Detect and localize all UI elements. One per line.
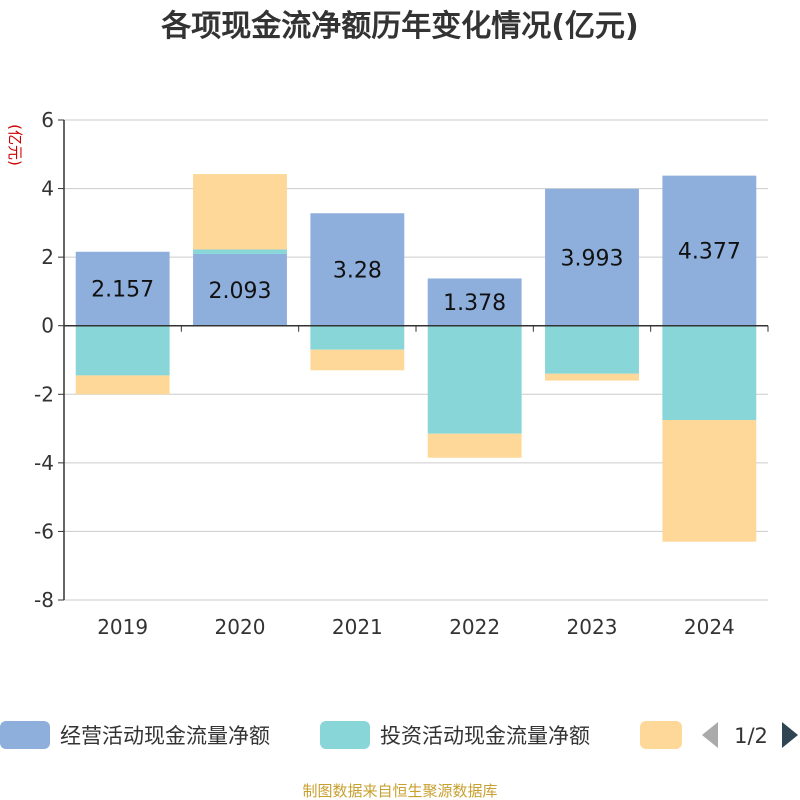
legend-next-arrow-icon[interactable] [782, 722, 798, 748]
x-tick-label: 2024 [684, 615, 735, 639]
bar-3-2021 [310, 349, 405, 371]
bar-1-2020 [193, 253, 287, 326]
data-label: 2.157 [91, 278, 154, 303]
y-tick-label: -2 [34, 382, 54, 406]
legend-label-investing: 投资活动现金流量净额 [380, 724, 590, 748]
legend-swatch-operating [0, 721, 50, 749]
bar-1-2023 [545, 188, 639, 326]
x-tick-labels: 2019 2020 2021 2022 2023 2024 [97, 615, 735, 639]
x-tick-label: 2019 [97, 615, 148, 639]
bar-2-2024 [662, 325, 757, 420]
y-tick-label: 4 [41, 177, 54, 201]
legend-swatch-third [640, 721, 682, 749]
x-tick-label: 2020 [215, 615, 266, 639]
bar-3-2024 [662, 420, 757, 542]
y-tick-label: -6 [34, 519, 54, 543]
legend-label-operating: 经营活动现金流量净额 [60, 724, 270, 748]
axes [63, 120, 769, 600]
bar-3-2023 [545, 373, 639, 381]
y-tick-label: -4 [34, 451, 54, 475]
x-tick-label: 2023 [567, 615, 618, 639]
y-tick-labels: 6 4 2 0 -2 -4 -6 -8 [34, 108, 54, 612]
y-tick-label: 6 [41, 108, 54, 132]
bar-1-2021 [310, 213, 405, 326]
y-tick-label: 2 [41, 245, 54, 269]
legend-swatch-investing [320, 721, 370, 749]
y-axis-label: (亿元) [6, 124, 24, 166]
legend-page-indicator: 1/2 [734, 724, 768, 748]
x-tick-label: 2021 [332, 615, 383, 639]
bar-2-2019 [75, 325, 170, 376]
bar-3-2022 [427, 433, 522, 458]
bar-2-2021 [310, 325, 405, 350]
data-label: 1.378 [443, 291, 506, 316]
data-label: 3.993 [561, 246, 624, 271]
bar-2-2022 [427, 325, 522, 434]
bar-marks [75, 174, 757, 542]
data-labels: 2.157 2.093 3.28 1.378 3.993 4.377 [91, 240, 741, 316]
x-tick-label: 2022 [449, 615, 500, 639]
data-label: 2.093 [209, 279, 272, 304]
bar-3-2019 [75, 375, 170, 395]
bar-2-2020 [193, 249, 287, 254]
bar-1-2019 [75, 251, 170, 326]
bar-2-2023 [545, 325, 639, 374]
source-note: 制图数据来自恒生聚源数据库 [302, 782, 497, 800]
y-tick-label: 0 [41, 314, 54, 338]
bar-1-2024 [662, 175, 757, 326]
bar-1-2022 [427, 278, 522, 326]
data-label: 3.28 [333, 258, 382, 283]
legend-prev-arrow-icon[interactable] [702, 722, 718, 748]
y-tick-label: -8 [34, 588, 54, 612]
chart-title: 各项现金流净额历年变化情况(亿元) [160, 9, 638, 44]
legend: 经营活动现金流量净额 投资活动现金流量净额 1/2 [0, 721, 798, 749]
data-label: 4.377 [678, 240, 741, 265]
bar-3-2020 [193, 174, 287, 250]
